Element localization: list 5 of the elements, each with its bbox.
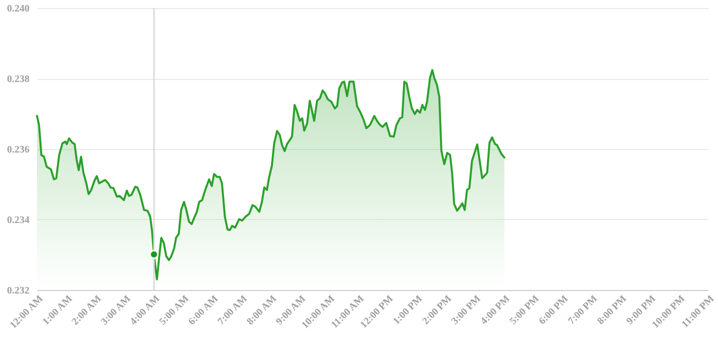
y-tick-label: 0.236 (7, 144, 30, 156)
y-tick-label: 0.240 (7, 4, 30, 14)
y-tick-label: 0.238 (7, 74, 30, 85)
y-tick-label: 0.234 (7, 215, 30, 226)
y-tick-label: 0.232 (7, 286, 30, 296)
